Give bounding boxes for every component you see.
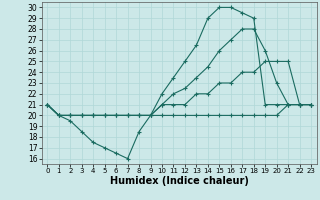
X-axis label: Humidex (Indice chaleur): Humidex (Indice chaleur): [110, 176, 249, 186]
